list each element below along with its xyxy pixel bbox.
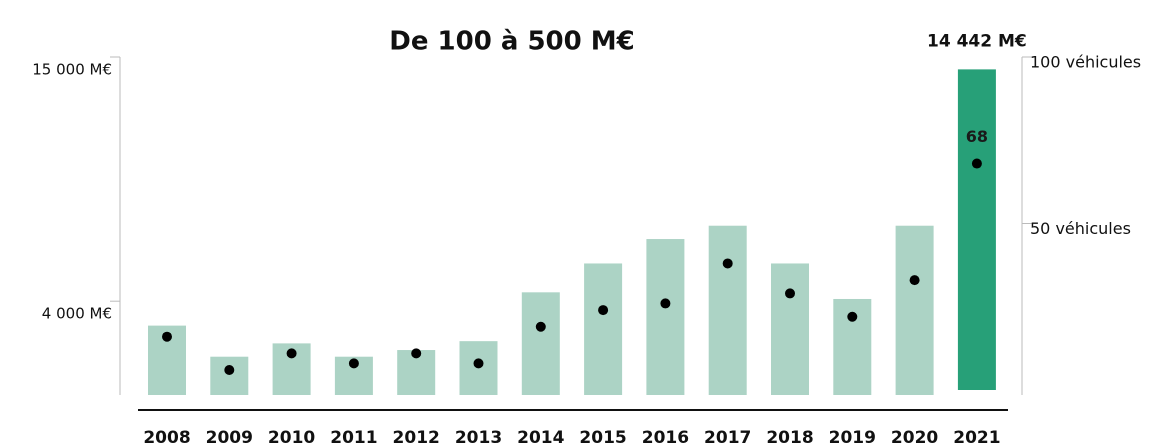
x-tick-label: 2020 [891, 428, 938, 448]
dot [722, 258, 733, 269]
dot [473, 358, 484, 369]
bar [708, 225, 747, 395]
dot [286, 348, 297, 359]
x-tick-label: 2019 [829, 428, 876, 448]
bar [210, 356, 249, 395]
dot-label: 68 [966, 127, 988, 146]
bar [771, 263, 809, 395]
dot [971, 158, 982, 169]
x-tick-label: 2011 [330, 428, 377, 448]
x-tick-label: 2021 [953, 428, 1000, 448]
y2-tick-label: 100 véhicules [1030, 53, 1141, 72]
bar [895, 225, 934, 395]
dot [847, 311, 858, 322]
x-tick-label: 2017 [704, 428, 751, 448]
bar [646, 239, 685, 395]
dot [224, 365, 235, 376]
dot [162, 331, 172, 342]
x-tick-label: 2015 [579, 428, 626, 448]
x-tick-label: 2008 [143, 428, 190, 448]
dot [785, 288, 795, 299]
x-tick-label: 2013 [455, 428, 502, 448]
y-tick-label: 4 000 M€ [42, 305, 112, 323]
dot [411, 348, 422, 359]
dot [909, 275, 920, 286]
y2-tick-label: 50 véhicules [1030, 219, 1131, 238]
bar [521, 292, 560, 395]
x-tick-label: 2009 [206, 428, 253, 448]
x-tick-label: 2018 [766, 428, 813, 448]
x-tick-label: 2010 [268, 428, 315, 448]
bar [584, 263, 623, 395]
x-tick-label: 2016 [642, 428, 689, 448]
dot [660, 298, 671, 309]
dot [598, 305, 609, 316]
x-tick-label: 2014 [517, 428, 564, 448]
bar-label: 14 442 M€ [927, 31, 1027, 51]
dot [535, 321, 546, 332]
chart-title: De 100 à 500 M€ [389, 27, 634, 57]
dot [348, 358, 359, 369]
y-tick-label: 15 000 M€ [32, 61, 112, 79]
bar [957, 69, 996, 390]
x-tick-label: 2012 [393, 428, 440, 448]
